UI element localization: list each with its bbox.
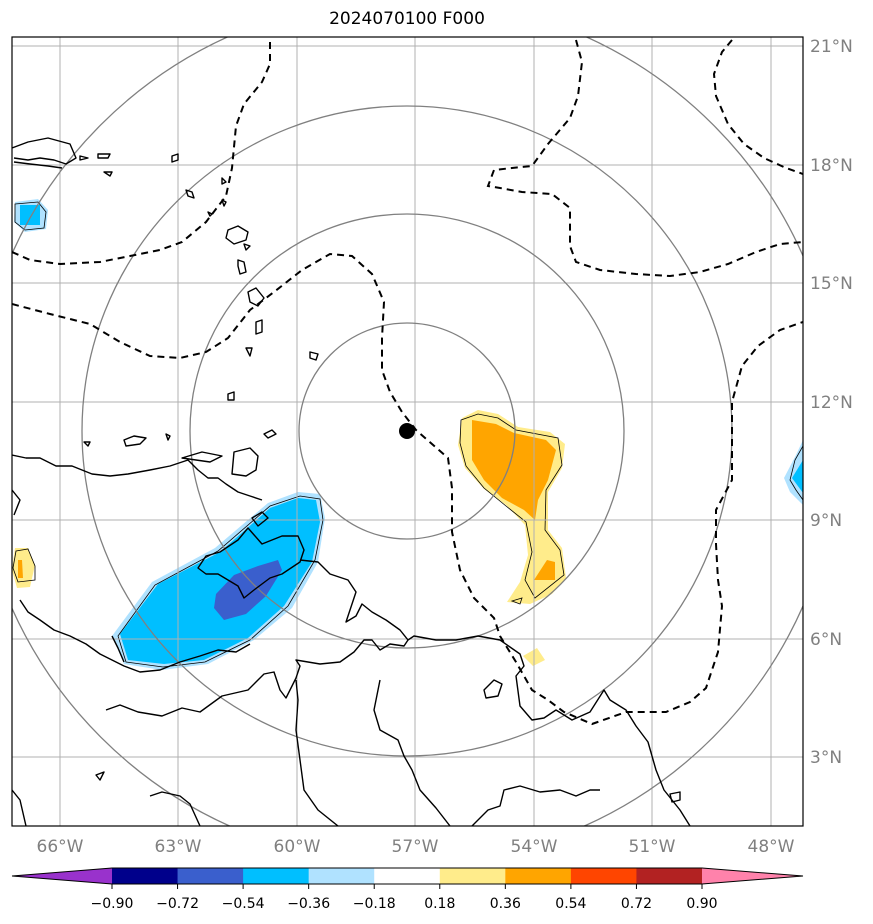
storm-center-marker <box>399 423 415 439</box>
lat-label: 12°N <box>810 393 853 413</box>
colorbar-swatch <box>308 868 375 884</box>
lat-label: 3°N <box>810 748 842 768</box>
lon-label: 66°W <box>37 837 84 857</box>
map-plot-area <box>12 37 803 826</box>
lat-label: 9°N <box>810 511 842 531</box>
colorbar-tick-label: 0.90 <box>686 896 717 912</box>
lat-label: 15°N <box>810 274 853 294</box>
colorbar-swatch <box>243 868 310 884</box>
lat-label: 18°N <box>810 156 853 176</box>
colorbar-tick-label: −0.72 <box>156 896 199 912</box>
colorbar-tick-label: −0.54 <box>222 896 265 912</box>
colorbar-swatch <box>636 868 703 884</box>
colorbar-swatch <box>112 868 179 884</box>
longitude-labels: 66°W 63°W 60°W 57°W 54°W 51°W 48°W <box>37 837 795 857</box>
colorbar-tick-label: −0.18 <box>353 896 396 912</box>
colorbar: −0.90 −0.72 −0.54 −0.36 −0.18 0.18 0.36 0.54 0.7… <box>11 867 804 912</box>
colorbar-swatch <box>570 868 637 884</box>
plot-frame <box>11 36 804 827</box>
colorbar-swatch <box>702 868 803 884</box>
range-rings <box>12 37 803 826</box>
lon-label: 51°W <box>629 837 676 857</box>
positive-anomaly-region <box>12 410 566 666</box>
negative-anomaly-small-region <box>14 199 803 505</box>
coastlines <box>12 137 691 826</box>
lon-label: 57°W <box>392 837 439 857</box>
colorbar-tick-label: 0.18 <box>424 896 455 912</box>
colorbar-tick-label: 0.36 <box>490 896 521 912</box>
colorbar-tick-label: −0.36 <box>287 896 330 912</box>
colorbar-swatch <box>374 868 441 884</box>
colorbar-swatch <box>439 868 506 884</box>
colorbar-tick-label: −0.90 <box>91 896 134 912</box>
colorbar-swatch <box>12 868 112 884</box>
latitude-labels: 21°N 18°N 15°N 12°N 9°N 6°N 3°N <box>810 37 853 768</box>
dashed-contours <box>12 39 803 726</box>
lat-label: 6°N <box>810 630 842 650</box>
negative-anomaly-region <box>112 492 325 670</box>
colorbar-swatch <box>177 868 244 884</box>
colorbar-swatch <box>505 868 572 884</box>
map-title: 2024070100 F000 <box>329 9 485 29</box>
lat-label: 21°N <box>810 37 853 57</box>
lon-label: 60°W <box>274 837 321 857</box>
colorbar-tick-label: 0.54 <box>555 896 586 912</box>
colorbar-tick-label: 0.72 <box>621 896 652 912</box>
lon-label: 48°W <box>748 837 795 857</box>
lon-label: 54°W <box>511 837 558 857</box>
lon-label: 63°W <box>155 837 202 857</box>
